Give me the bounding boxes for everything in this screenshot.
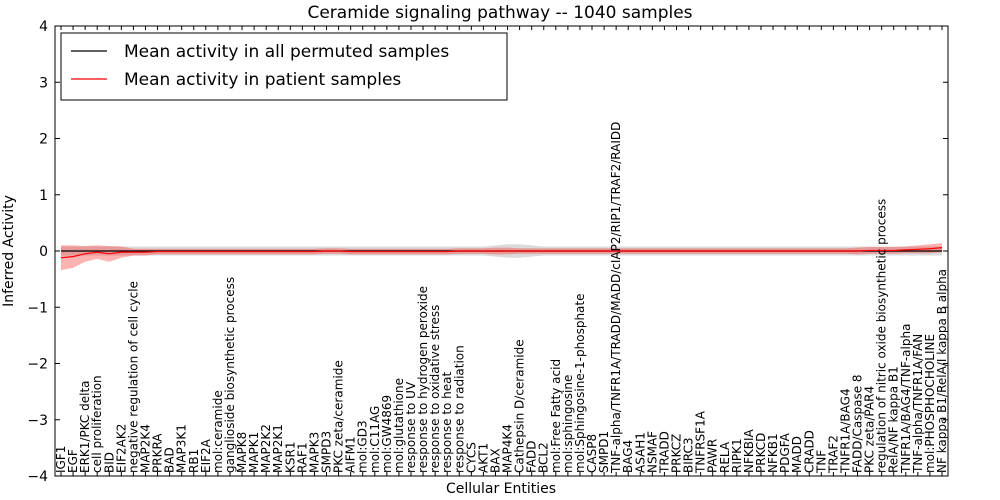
x-tick-label: EGF — [66, 449, 80, 473]
x-tick-label: Cathepsin D/ceramide — [513, 339, 527, 473]
x-tick-label: mol:PHOSPHOCHOLINE — [923, 334, 937, 473]
x-tick-label: MAP2K1 — [271, 424, 285, 473]
x-tick-label: PRKRA — [151, 433, 165, 473]
x-tick-label: RELA — [718, 441, 732, 473]
line-patient — [60, 247, 943, 259]
x-tick-label: SMPD1 — [597, 431, 611, 473]
x-tick-label: MAPK8 — [235, 432, 249, 473]
x-tick-label: mol:ceramide — [211, 390, 225, 473]
x-tick-label: response to oxidative stress — [428, 305, 442, 473]
x-tick-label: mol:glutathione — [392, 378, 406, 473]
x-tick-label: MAP3K1 — [175, 424, 189, 473]
x-tick-label: ganglioside biosynthetic process — [223, 277, 237, 473]
band-patient — [61, 243, 942, 271]
x-tick-label: ASAH1 — [633, 432, 647, 473]
chart-title: Ceramide signaling pathway -- 1040 sampl… — [307, 3, 692, 23]
x-tick-label: FADD/Caspase 8 — [851, 374, 865, 473]
y-tick-label: 3 — [39, 75, 48, 91]
x-tick-label: RIPK1 — [730, 438, 744, 473]
x-tick-label: mol:GD3 — [356, 420, 370, 473]
x-tick-label: mol:Sphingosine-1-phosphate — [573, 294, 587, 474]
x-tick-label: RelA/NF kappa B1 — [887, 366, 901, 473]
x-tick-label: PKC zeta/ceramide — [332, 360, 346, 473]
y-tick-label: 0 — [39, 244, 48, 260]
x-tick-label: NFKBIA — [742, 428, 756, 473]
x-tick-label: FADD — [525, 441, 539, 474]
x-tick-label: TRAF2 — [826, 435, 840, 474]
x-tick-label: mol:GW4869 — [380, 395, 394, 473]
x-tick-label: MADD — [790, 436, 804, 473]
x-tick-label: cell proliferation — [90, 375, 104, 473]
y-tick-label: −1 — [27, 300, 48, 316]
x-tick-label: KSR1 — [283, 442, 297, 473]
x-tick-label: IGF1 — [54, 446, 68, 473]
x-tick-label: CYCS — [464, 442, 478, 473]
x-tick-label: response to hydrogen peroxide — [416, 286, 430, 473]
x-tick-label: regulation of nitric oxide biosynthetic … — [875, 199, 889, 473]
x-tick-label: NFKB1 — [766, 433, 780, 473]
legend: Mean activity in all permuted samples Me… — [60, 32, 508, 101]
y-tick-label: −2 — [27, 357, 48, 373]
x-tick-label: mol:sphingosine — [561, 375, 575, 473]
x-tick-label: CASP8 — [585, 434, 599, 473]
x-tick-label: MAPK1 — [247, 432, 261, 473]
x-tick-label: PDGFA — [778, 432, 792, 473]
legend-label-permuted: Mean activity in all permuted samples — [124, 42, 449, 62]
series-lines — [60, 247, 943, 259]
x-tick-label: AKT1 — [476, 443, 490, 473]
x-tick-label: response to UV — [404, 381, 418, 473]
x-tick-label: TNFR1A/BAG4 — [838, 388, 852, 474]
x-tick-label: MAP2K2 — [259, 424, 273, 473]
x-tick-label: mol:C11AG — [368, 406, 382, 473]
x-tick-label: NSMAF — [645, 431, 659, 473]
x-tick-label: PRKCZ — [669, 434, 683, 473]
x-tick-label: TNF — [814, 450, 828, 474]
x-tick-label: response to heat — [440, 371, 454, 473]
x-tick-label: response to radiation — [452, 345, 466, 473]
x-tick-label: RAF1 — [295, 442, 309, 473]
x-tick-label: TNFR1A/BAG4/TNF-alpha — [899, 324, 913, 474]
x-tick-label: MAP2K4 — [138, 424, 152, 473]
y-axis: −4 −3 −2 −1 0 1 2 3 4 — [27, 19, 948, 485]
x-tick-label: RB1 — [187, 449, 201, 473]
y-tick-label: 2 — [39, 132, 48, 148]
y-tick-label: 1 — [39, 188, 48, 204]
x-tick-label: TNF-alpha/TNFR1A/FAN — [911, 334, 925, 474]
x-tick-label: SMPD3 — [320, 431, 334, 473]
legend-label-patient: Mean activity in patient samples — [124, 70, 401, 90]
x-tick-label: PAWR — [706, 439, 720, 473]
x-tick-label: MAPK3 — [307, 432, 321, 473]
x-tick-label: TRADD — [657, 431, 671, 474]
y-axis-label: Inferred Activity — [1, 195, 17, 307]
x-tick-label: EIF2A — [199, 438, 213, 473]
legend-box — [60, 32, 508, 101]
y-tick-label: −3 — [27, 413, 48, 429]
x-tick-label: MAP4K4 — [501, 424, 515, 473]
x-tick-label: AIFM1 — [344, 436, 358, 473]
x-tick-label: BID — [102, 452, 116, 473]
x-tick-label: BAG4 — [621, 440, 635, 473]
x-tick-label: negative regulation of cell cycle — [126, 281, 140, 473]
x-tick-label: BAX — [488, 448, 502, 473]
x-tick-label: PKC zeta/PAR4 — [863, 386, 877, 473]
y-tick-label: 4 — [39, 19, 48, 35]
x-tick-label: BIRC3 — [682, 437, 696, 473]
x-tick-label: NF kappa B1/RelA/I kappa B alpha — [935, 269, 949, 473]
x-tick-label: ERK1/PKC delta — [78, 380, 92, 473]
x-tick-label: TNFRSF1A — [694, 410, 708, 474]
x-tick-label: EIF2AK2 — [114, 424, 128, 473]
x-tick-label: CRADD — [802, 430, 816, 473]
x-tick-label: BCL2 — [537, 442, 551, 473]
x-tick-label: BAD — [163, 447, 177, 473]
x-axis-label: Cellular Entities — [446, 481, 556, 497]
x-tick-label: TNF-alpha/TNFR1A/TRADD/MADD/cIAP2/RIP1/T… — [609, 122, 623, 474]
y-tick-label: −4 — [27, 469, 48, 485]
x-tick-label: PRKCD — [754, 433, 768, 473]
x-tick-label: mol:Free Fatty acid — [549, 359, 563, 473]
